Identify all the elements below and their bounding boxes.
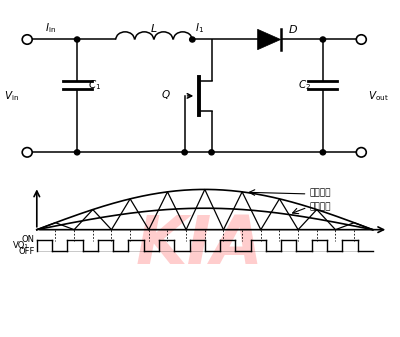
- Text: $I_{\rm in}$: $I_{\rm in}$: [45, 21, 56, 35]
- Text: 平均电流: 平均电流: [310, 203, 331, 212]
- Polygon shape: [258, 29, 281, 50]
- Text: KIA: KIA: [136, 212, 264, 278]
- Circle shape: [74, 37, 80, 42]
- Text: $C_2$: $C_2$: [298, 78, 311, 92]
- Text: OFF: OFF: [18, 247, 35, 256]
- Circle shape: [320, 37, 326, 42]
- Text: $C_1$: $C_1$: [88, 78, 101, 92]
- Text: $L$: $L$: [150, 22, 158, 34]
- Circle shape: [320, 150, 326, 155]
- Text: $D$: $D$: [288, 23, 298, 35]
- Text: VQ₁: VQ₁: [13, 241, 29, 250]
- Text: $V_{\rm out}$: $V_{\rm out}$: [368, 89, 389, 103]
- Text: $Q$: $Q$: [162, 88, 171, 100]
- Circle shape: [182, 150, 187, 155]
- Text: $I_{\rm 1}$: $I_{\rm 1}$: [196, 21, 204, 35]
- Text: 电感电流: 电感电流: [310, 188, 331, 197]
- Text: $V_{\rm in}$: $V_{\rm in}$: [4, 89, 19, 103]
- Circle shape: [74, 150, 80, 155]
- Text: ON: ON: [22, 235, 35, 244]
- Circle shape: [190, 37, 195, 42]
- Circle shape: [209, 150, 214, 155]
